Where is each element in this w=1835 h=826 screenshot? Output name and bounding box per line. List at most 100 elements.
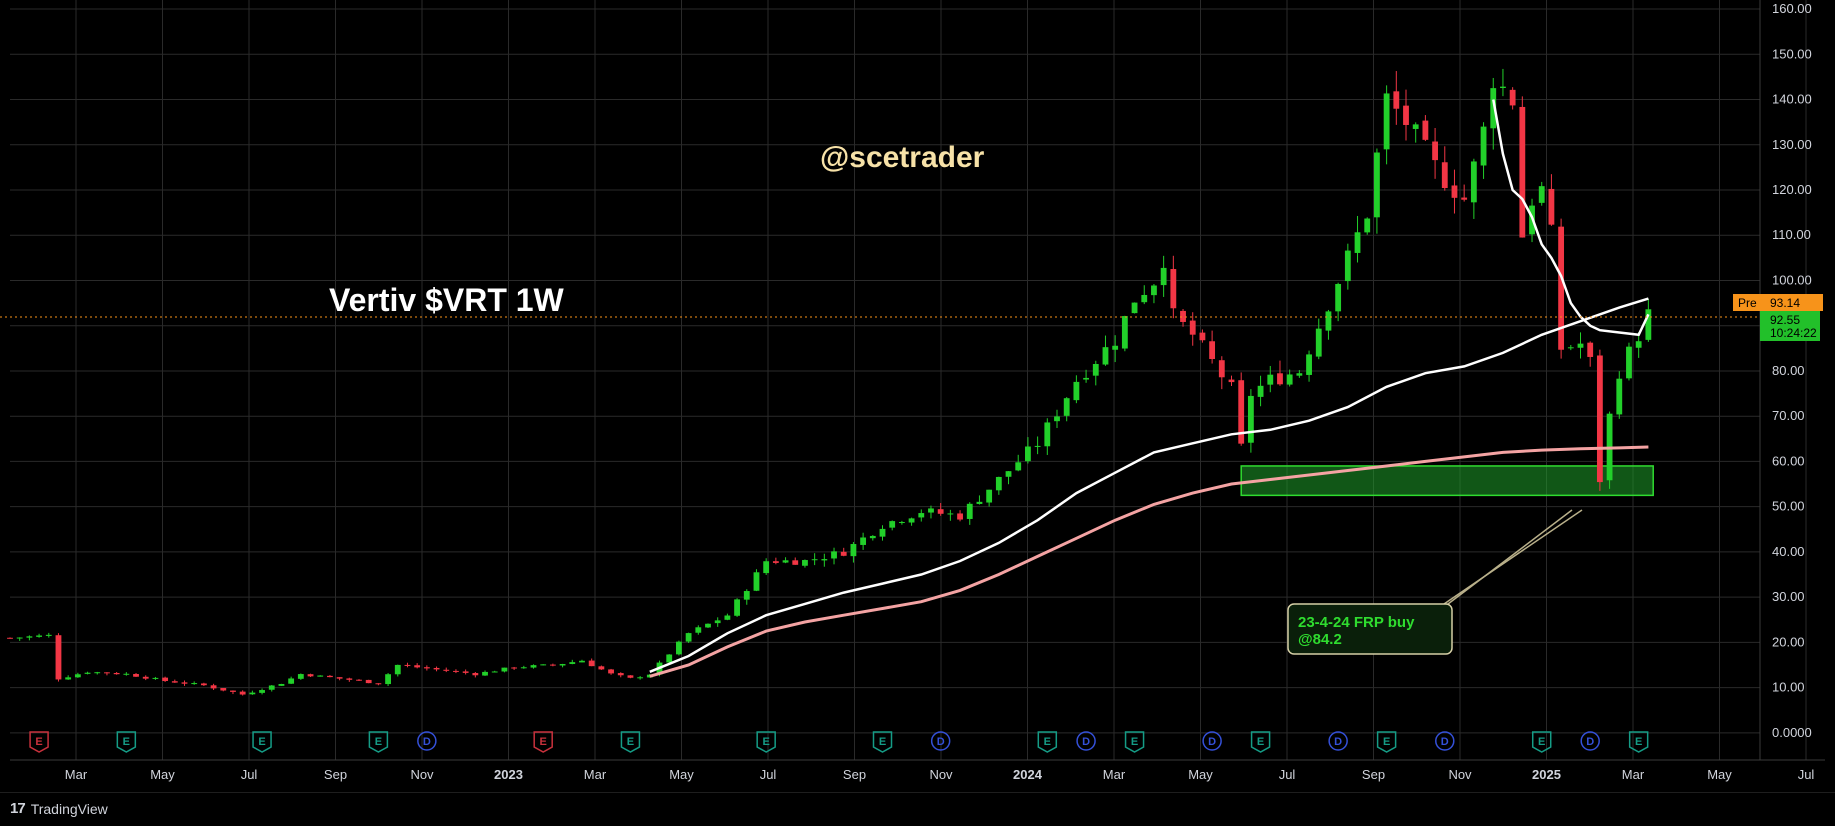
- earnings-marker-icon[interactable]: [1376, 731, 1397, 753]
- candle-body: [220, 688, 227, 691]
- event-marker-label: E: [879, 736, 886, 748]
- earnings-marker-icon[interactable]: [29, 731, 49, 753]
- candle-body: [336, 677, 343, 679]
- candle-body: [239, 691, 246, 695]
- earnings-marker-icon[interactable]: [533, 731, 553, 753]
- candle-body: [84, 672, 91, 674]
- candle-body: [123, 673, 130, 675]
- dividend-marker-icon[interactable]: [930, 731, 951, 751]
- candle-body: [1548, 188, 1555, 225]
- candle-body: [617, 673, 624, 676]
- candle-body: [1286, 374, 1293, 385]
- candle-body: [821, 559, 828, 561]
- candle-body: [1315, 328, 1322, 357]
- candle-body: [1189, 320, 1196, 335]
- x-tick-label: Mar: [1622, 767, 1645, 782]
- candle-body: [1112, 345, 1119, 350]
- dividend-marker-icon[interactable]: [1435, 731, 1455, 751]
- candle-body: [1490, 88, 1497, 129]
- candle-body: [1422, 120, 1429, 140]
- candle-body: [317, 675, 324, 677]
- candle-body: [1567, 347, 1574, 349]
- candle-body: [1616, 378, 1623, 415]
- candle-body: [1170, 269, 1177, 309]
- earnings-marker-icon[interactable]: [1124, 731, 1145, 753]
- dividend-marker-icon[interactable]: [1328, 731, 1348, 751]
- tradingview-text: TradingView: [30, 800, 108, 817]
- candle-body: [1063, 398, 1070, 416]
- candle-body: [792, 560, 799, 565]
- price-labels: Pre 93.14 92.55 10:24:22: [0, 294, 1823, 341]
- candle-body: [1354, 232, 1361, 253]
- x-tick-label: May: [150, 767, 175, 782]
- candle-body: [307, 674, 314, 677]
- earnings-marker-icon[interactable]: [1037, 731, 1058, 753]
- candle-body: [831, 551, 837, 559]
- candle-body: [1374, 152, 1380, 218]
- earnings-marker-icon[interactable]: [252, 731, 272, 753]
- candle-body: [588, 660, 595, 667]
- candle-body: [1054, 416, 1060, 422]
- y-tick-label: 140.00: [1772, 92, 1812, 107]
- y-tick-label: 60.00: [1772, 453, 1805, 468]
- candle-body: [540, 664, 547, 666]
- candle-body: [1277, 373, 1283, 385]
- candle-body: [1121, 316, 1128, 349]
- candle-body: [976, 501, 983, 504]
- candle-body: [1577, 343, 1584, 348]
- candle-body: [1257, 385, 1264, 397]
- price-chart[interactable]: @scetrader Vertiv $VRT 1W 23-4-24 FRP bu…: [0, 0, 1835, 792]
- candle-body: [65, 677, 72, 680]
- pre-price-label: 93.14: [1770, 296, 1800, 310]
- earnings-marker-icon[interactable]: [620, 731, 641, 753]
- event-marker-label: D: [1334, 736, 1342, 748]
- candle-body: [1509, 89, 1516, 106]
- earnings-marker-icon[interactable]: [1628, 731, 1649, 753]
- dividend-marker-icon[interactable]: [1076, 731, 1096, 751]
- candle-body: [142, 676, 149, 679]
- candle-body: [1199, 332, 1206, 341]
- candle-body: [385, 674, 391, 685]
- x-tick-label: Sep: [843, 767, 866, 782]
- event-marker-label: E: [1257, 736, 1264, 748]
- candle-body: [918, 513, 925, 518]
- candle-body: [249, 692, 256, 695]
- candle-body: [210, 685, 217, 689]
- candle-body: [1344, 250, 1351, 282]
- candle-body: [191, 683, 198, 685]
- candle-body: [957, 513, 963, 520]
- candle-body: [850, 544, 857, 557]
- dividend-marker-icon[interactable]: [1202, 731, 1222, 751]
- candle-body: [453, 670, 459, 672]
- earnings-marker-icon[interactable]: [1250, 731, 1271, 753]
- x-tick-label: Jul: [1798, 767, 1815, 782]
- candle-body: [1180, 310, 1186, 322]
- annotation-line-1: 23-4-24 FRP buy: [1298, 614, 1415, 631]
- dividend-marker-icon[interactable]: [1580, 731, 1600, 751]
- earnings-marker-icon[interactable]: [116, 731, 137, 753]
- candle-body: [802, 560, 808, 566]
- candle-body: [482, 671, 488, 676]
- earnings-marker-icon[interactable]: [368, 731, 389, 753]
- y-tick-label: 10.00: [1772, 680, 1805, 695]
- earnings-marker-icon[interactable]: [872, 731, 893, 753]
- candle-body: [811, 559, 818, 561]
- earnings-marker-icon[interactable]: [1531, 731, 1552, 753]
- x-tick-label: 2024: [1013, 767, 1043, 782]
- annotation-box: [1287, 603, 1453, 655]
- candle-body: [714, 620, 721, 624]
- candle-body: [520, 667, 527, 669]
- x-tick-label: Sep: [324, 767, 347, 782]
- earnings-marker-icon[interactable]: [756, 731, 776, 753]
- candle-body: [637, 677, 644, 679]
- dividend-marker-icon[interactable]: [417, 731, 437, 751]
- y-tick-label: 150.00: [1772, 46, 1812, 61]
- candle-body: [288, 678, 295, 684]
- x-tick-label: May: [669, 767, 694, 782]
- candle-body: [889, 521, 896, 528]
- event-marker-label: D: [1208, 736, 1216, 748]
- event-marker-label: E: [627, 736, 634, 748]
- tradingview-logo[interactable]: 17 TradingView: [10, 800, 108, 817]
- candle-body: [1645, 309, 1652, 340]
- event-marker-label: D: [1586, 736, 1594, 748]
